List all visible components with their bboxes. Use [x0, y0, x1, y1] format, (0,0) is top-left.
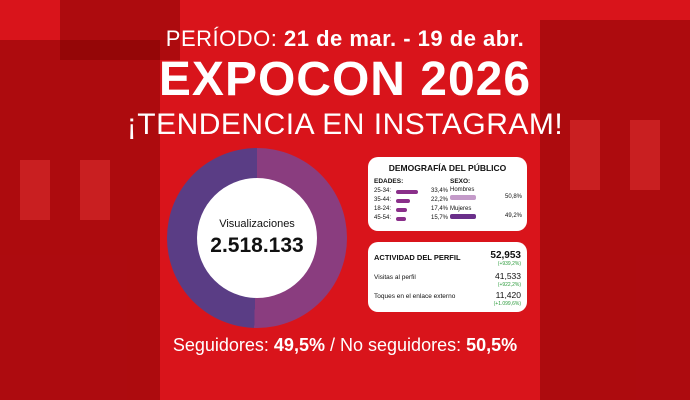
sex-row-men: Hombres 50,8%	[450, 187, 522, 203]
ages-label: EDADES:	[374, 178, 404, 185]
activity-total-change: (+939,2%)	[497, 261, 521, 267]
views-label: Visualizaciones	[219, 218, 295, 230]
age-row: 18-24: 17,4%	[374, 206, 448, 214]
building-left	[0, 40, 160, 400]
age-value: 33,4%	[430, 188, 448, 194]
followers-label: Seguidores:	[172, 335, 269, 355]
age-value: 17,4%	[430, 206, 448, 212]
period-label: PERÍODO:	[165, 26, 278, 51]
age-range: 35-44:	[374, 197, 392, 203]
window	[80, 160, 110, 220]
period: PERÍODO: 21 de mar. - 19 de abr.	[0, 26, 690, 52]
activity-row-value: 11,420	[495, 290, 521, 300]
window	[20, 160, 50, 220]
sex-label: SEXO:	[450, 178, 471, 185]
activity-row: Toques en el enlace externo 11,420 (+1.0…	[374, 290, 521, 308]
period-dates: 21 de mar. - 19 de abr.	[284, 26, 525, 51]
age-row: 45-54: 15,7%	[374, 215, 448, 223]
activity-row: Visitas al perfil 41,533 (+922,2%)	[374, 271, 521, 289]
activity-row-value: 41,533	[495, 271, 521, 281]
sex-label-women: Mujeres	[450, 206, 472, 212]
activity-card: ACTIVIDAD DEL PERFIL 52,953 (+939,2%) Vi…	[368, 242, 527, 312]
activity-row-change: (+922,2%)	[497, 282, 521, 288]
activity-total-row: ACTIVIDAD DEL PERFIL 52,953 (+939,2%)	[374, 250, 521, 268]
age-range: 45-54:	[374, 215, 392, 221]
audience-separator: /	[329, 335, 335, 355]
sex-value-women: 49,2%	[504, 213, 522, 219]
page-title: EXPOCON 2026	[158, 53, 532, 106]
activity-total: 52,953	[490, 250, 521, 261]
building-right	[540, 20, 690, 400]
building-top	[60, 0, 180, 60]
activity-title: ACTIVIDAD DEL PERFIL	[374, 253, 461, 262]
age-range: 25-34:	[374, 188, 392, 194]
age-bar	[396, 199, 410, 203]
window	[630, 120, 660, 190]
age-value: 22,2%	[430, 197, 448, 203]
donut-center: Visualizaciones 2.518.133	[197, 178, 317, 298]
sex-bar-women	[450, 214, 476, 219]
sex-label-men: Hombres	[450, 187, 475, 193]
non-followers-label: No seguidores:	[340, 335, 462, 355]
followers-value: 49,5%	[273, 335, 325, 355]
age-value: 15,7%	[430, 215, 448, 221]
views-donut: Visualizaciones 2.518.133	[167, 148, 347, 328]
views-value: 2.518.133	[210, 234, 304, 257]
sex-bar-men	[450, 195, 476, 200]
activity-row-label: Visitas al perfil	[374, 274, 416, 281]
age-bar	[396, 217, 406, 221]
age-row: 25-34: 33,4%	[374, 188, 448, 196]
sex-value-men: 50,8%	[504, 194, 522, 200]
age-range: 18-24:	[374, 206, 392, 212]
non-followers-value: 50,5%	[466, 335, 518, 355]
sex-row-women: Mujeres 49,2%	[450, 206, 522, 222]
age-bar	[396, 208, 407, 212]
demographics-card: DEMOGRAFÍA DEL PÚBLICO EDADES: SEXO: 25-…	[368, 157, 527, 231]
activity-row-label: Toques en el enlace externo	[374, 293, 456, 300]
activity-row-change: (+1.099,6%)	[493, 301, 521, 307]
age-row: 35-44: 22,2%	[374, 197, 448, 205]
age-bar	[396, 190, 418, 194]
audience-split: Seguidores: 49,5% / No seguidores: 50,5%	[0, 335, 690, 356]
page-subtitle: ¡TENDENCIA EN INSTAGRAM!	[126, 108, 564, 141]
demographics-title: DEMOGRAFÍA DEL PÚBLICO	[388, 163, 507, 173]
window	[570, 120, 600, 190]
